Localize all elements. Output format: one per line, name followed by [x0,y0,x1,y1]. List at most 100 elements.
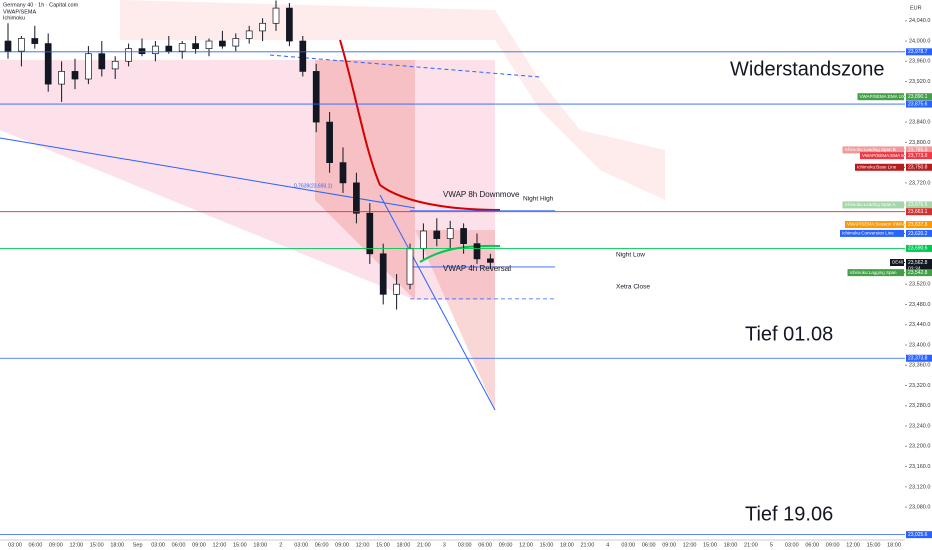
zone [315,60,415,300]
level-label: Night Low [616,252,645,259]
y-tick-label: 23,920.0 [909,79,930,85]
candle-body [152,45,159,55]
candle-body [393,283,400,295]
candle-body [138,48,146,55]
x-tick-label: 06:00 [172,542,186,548]
candle-body [58,71,65,85]
x-tick-label: 06:00 [29,542,43,548]
price-tag [906,221,932,229]
y-tick-label: 23,960.0 [909,59,930,65]
x-tick-label: 09:00 [499,542,513,548]
candle-body [85,53,92,80]
indicator-tag [855,163,904,171]
indicator-tag-label: Ichimoku:Leading Span A [845,202,896,207]
y-tick-label: 23,440.0 [909,322,930,328]
candle-body [18,38,25,52]
x-tick-label: 4 [606,542,609,548]
x-tick-label: 03:00 [785,542,799,548]
annotation: Widerstandszone [730,58,885,80]
x-tick-label: 18:00 [110,542,124,548]
y-tick-label: 23,240.0 [909,423,930,429]
y-tick-label: 23,280.0 [909,403,930,409]
candle-body [111,60,119,70]
price-tag [906,354,932,362]
trend-line [0,137,416,209]
annotation: Tief 01.08 [745,323,833,345]
candle-body [44,43,52,85]
x-tick-label: 21:00 [580,542,594,548]
x-tick-label: 12:00 [69,542,83,548]
x-tick-label: 18:00 [887,542,901,548]
x-tick-label: 12:00 [519,542,533,548]
indicator-tag [845,221,904,229]
candle-body [31,38,39,44]
price-tag-value: 23,590.6 [908,246,928,252]
trend-line [379,194,496,411]
zone [415,230,495,410]
price-tag [906,269,932,277]
annotation: Tief 19.06 [745,503,833,525]
annotation: 0.7639(23,693.1) [294,183,332,189]
x-tick-label: 18:00 [560,542,574,548]
candle-body [460,228,467,245]
x-tick-label: 03:00 [458,542,472,548]
x-tick-label: 03:00 [294,542,308,548]
x-tick-label: 3 [443,542,446,548]
indicator-tag-label: Ichimoku:Base Line [857,164,897,169]
price-tag [906,163,932,171]
x-tick-label: 5 [770,542,773,548]
indicator-tag-label: Ichimoku:Conversion Line [842,231,894,236]
price-tag-value: 23,890.1 [908,94,928,100]
price-tag [906,244,932,252]
indicator-tag-label: VWAP/SEMA:Session VWAP [847,222,906,227]
candle-body [219,40,226,47]
x-tick-label: 12:00 [846,542,860,548]
x-tick-label: 18:00 [724,542,738,548]
candle-body [125,48,132,62]
candle-body [232,38,240,47]
x-tick-label: 18:00 [253,542,267,548]
y-tick-label: 23,840.0 [909,120,930,126]
candle-body [4,40,12,52]
vwap-line [419,244,501,263]
y-tick-label: 23,160.0 [909,464,930,470]
price-tag-value: 23,373.8 [908,356,928,362]
x-tick-label: 09:00 [335,542,349,548]
symbol-title: Germany 40 · 1h · Capital.com [3,2,79,8]
indicator-name: VWAP/SEMA [3,9,36,15]
x-tick-label: 15:00 [233,542,247,548]
candle-body [473,243,481,260]
x-tick-label: 06:00 [642,542,656,548]
x-tick-label: 09:00 [192,542,206,548]
indicator-tag-label: Ichimoku:Leading Span B [845,147,896,152]
x-tick-label: 12:00 [683,542,697,548]
x-tick-label: 15:00 [703,542,717,548]
candle-body [286,7,293,42]
indicator-name: Ichimoku [3,15,25,21]
candle-body [272,7,280,24]
currency: EUR [910,5,922,11]
y-tick-label: 23,080.0 [909,505,930,511]
price-tag [906,229,932,237]
cloud [120,0,665,200]
candle-body [420,230,427,250]
candle-body [353,182,360,214]
x-tick-label: 2 [279,542,282,548]
candle-body [379,253,387,295]
price-tag-value: 23,978.7 [908,49,928,55]
y-tick-label: 23,480.0 [909,302,930,308]
vwap-line [339,39,501,211]
x-tick-label: 15:00 [376,542,390,548]
y-tick-label: 23,800.0 [909,140,930,146]
candle-body [192,43,199,49]
x-tick-label: 09:00 [826,542,840,548]
indicator-tag [860,152,904,160]
x-tick-label: 12:00 [356,542,370,548]
x-tick-label: 18:00 [397,542,411,548]
price-tag [906,152,932,160]
price-tag-value: 23,542.8 [908,270,928,276]
price-tag-value: 23,750.8 [908,165,928,171]
indicator-tag [857,93,904,101]
